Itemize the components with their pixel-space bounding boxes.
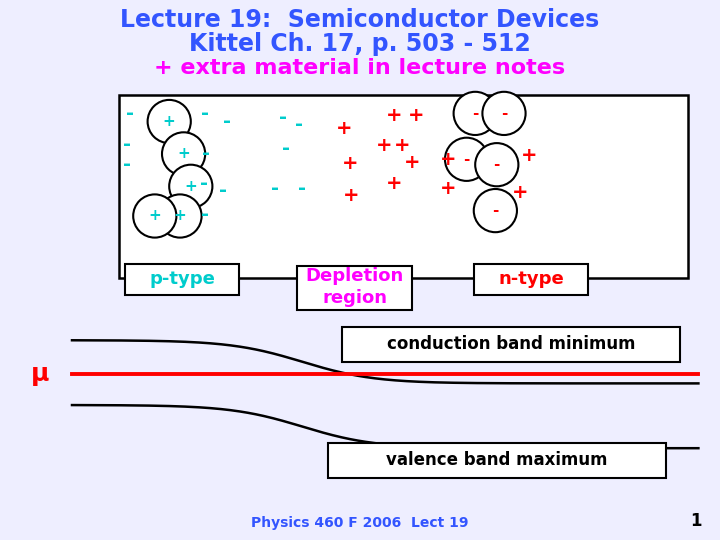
Text: Physics 460 F 2006  Lect 19: Physics 460 F 2006 Lect 19 <box>251 516 469 530</box>
Text: +: + <box>408 106 424 125</box>
Text: +: + <box>521 146 537 165</box>
Text: -: - <box>472 106 478 121</box>
Text: +: + <box>394 136 410 156</box>
Ellipse shape <box>454 92 497 135</box>
Text: p-type: p-type <box>149 270 215 288</box>
Text: -: - <box>123 134 132 154</box>
Text: +: + <box>184 179 197 194</box>
Text: +: + <box>387 106 402 125</box>
Ellipse shape <box>169 165 212 208</box>
Ellipse shape <box>158 194 202 238</box>
Bar <box>119 94 688 278</box>
Text: -: - <box>494 157 500 172</box>
FancyBboxPatch shape <box>125 264 239 295</box>
Text: -: - <box>279 107 287 127</box>
Text: -: - <box>501 106 507 121</box>
Text: -: - <box>123 155 132 174</box>
Text: -: - <box>222 112 231 131</box>
Text: valence band maximum: valence band maximum <box>386 451 608 469</box>
FancyBboxPatch shape <box>342 327 680 362</box>
Text: conduction band minimum: conduction band minimum <box>387 335 636 353</box>
Text: -: - <box>492 203 498 218</box>
Ellipse shape <box>133 194 176 238</box>
Text: +: + <box>336 119 352 138</box>
Ellipse shape <box>474 189 517 232</box>
Ellipse shape <box>445 138 488 181</box>
Ellipse shape <box>148 100 191 143</box>
Text: +: + <box>386 174 402 193</box>
Text: + extra material in lecture notes: + extra material in lecture notes <box>154 58 566 78</box>
Text: -: - <box>202 144 210 164</box>
Text: -: - <box>219 180 228 200</box>
FancyBboxPatch shape <box>297 266 412 310</box>
Text: -: - <box>199 174 208 193</box>
Text: μ: μ <box>30 362 49 386</box>
Text: 1: 1 <box>690 512 702 530</box>
Text: -: - <box>298 179 307 199</box>
Text: -: - <box>201 104 210 123</box>
Text: +: + <box>148 208 161 224</box>
Text: -: - <box>125 104 134 123</box>
FancyBboxPatch shape <box>328 443 666 478</box>
Text: Depletion
region: Depletion region <box>306 267 404 307</box>
Ellipse shape <box>475 143 518 186</box>
Ellipse shape <box>162 132 205 176</box>
Text: +: + <box>512 183 528 202</box>
Text: -: - <box>201 205 210 225</box>
Text: -: - <box>282 139 290 158</box>
Text: Kittel Ch. 17, p. 503 - 512: Kittel Ch. 17, p. 503 - 512 <box>189 32 531 56</box>
FancyBboxPatch shape <box>474 264 588 295</box>
Text: +: + <box>342 154 358 173</box>
Ellipse shape <box>482 92 526 135</box>
Text: -: - <box>294 114 303 134</box>
Text: +: + <box>440 179 456 199</box>
Text: +: + <box>163 114 176 129</box>
Text: -: - <box>464 152 469 167</box>
Text: -: - <box>271 179 279 199</box>
Text: +: + <box>376 136 392 156</box>
Text: +: + <box>343 186 359 205</box>
Text: +: + <box>404 152 420 172</box>
Text: +: + <box>441 150 456 170</box>
Text: +: + <box>177 146 190 161</box>
Text: Lecture 19:  Semiconductor Devices: Lecture 19: Semiconductor Devices <box>120 8 600 32</box>
Text: n-type: n-type <box>498 270 564 288</box>
Text: +: + <box>174 208 186 224</box>
